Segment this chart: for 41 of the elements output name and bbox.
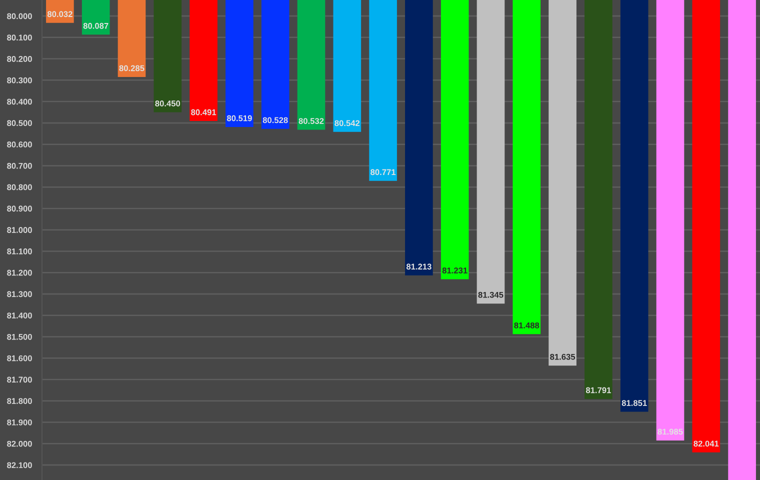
y-tick-label: 80.100: [7, 34, 32, 41]
data-label: 81.985: [658, 428, 683, 435]
data-label: 81.851: [622, 400, 647, 406]
data-label: 80.087: [83, 22, 108, 29]
y-tick-label: 80.900: [7, 206, 32, 212]
data-label: 80.771: [370, 169, 396, 176]
y-tick-label: 81.500: [7, 334, 32, 340]
data-label: 82.041: [694, 440, 719, 447]
data-label: 80.528: [262, 117, 288, 124]
y-tick-label: 82.100: [7, 462, 32, 468]
data-label: 80.032: [47, 11, 72, 18]
y-tick-label: 81.900: [7, 419, 32, 426]
data-label: 80.285: [119, 65, 144, 72]
data-label: 81.345: [478, 292, 504, 298]
y-tick-label: 82.000: [7, 440, 32, 447]
data-label: 81.791: [586, 387, 611, 394]
data-label: 80.542: [334, 120, 360, 126]
data-label: 80.491: [191, 109, 216, 116]
y-tick-label: 80.400: [7, 98, 32, 105]
y-tick-label: 80.300: [7, 77, 32, 84]
y-tick-label: 80.500: [7, 120, 32, 126]
y-tick-label: 81.400: [7, 312, 32, 318]
data-label: 80.519: [226, 115, 252, 122]
y-tick-label: 81.200: [7, 270, 32, 276]
y-tick-label: 81.800: [7, 398, 32, 404]
y-tick-label: 81.100: [7, 248, 32, 254]
y-tick-label: 81.700: [7, 376, 32, 383]
data-label: 80.532: [298, 118, 324, 124]
data-label: 80.450: [155, 100, 180, 106]
y-tick-label: 80.000: [7, 13, 32, 20]
data-label: 81.488: [514, 322, 540, 328]
data-label: 81.231: [442, 268, 468, 274]
y-tick-label: 80.800: [7, 184, 32, 190]
y-tick-label: 80.700: [7, 162, 32, 169]
y-tick-label: 81.000: [7, 227, 32, 233]
y-tick-label: 80.200: [7, 56, 32, 62]
data-label: 81.213: [406, 264, 432, 270]
data-label: 81.635: [550, 354, 576, 360]
y-tick-label: 81.600: [7, 355, 32, 362]
y-tick-label: 80.600: [7, 142, 32, 148]
y-tick-label: 81.300: [7, 291, 32, 298]
